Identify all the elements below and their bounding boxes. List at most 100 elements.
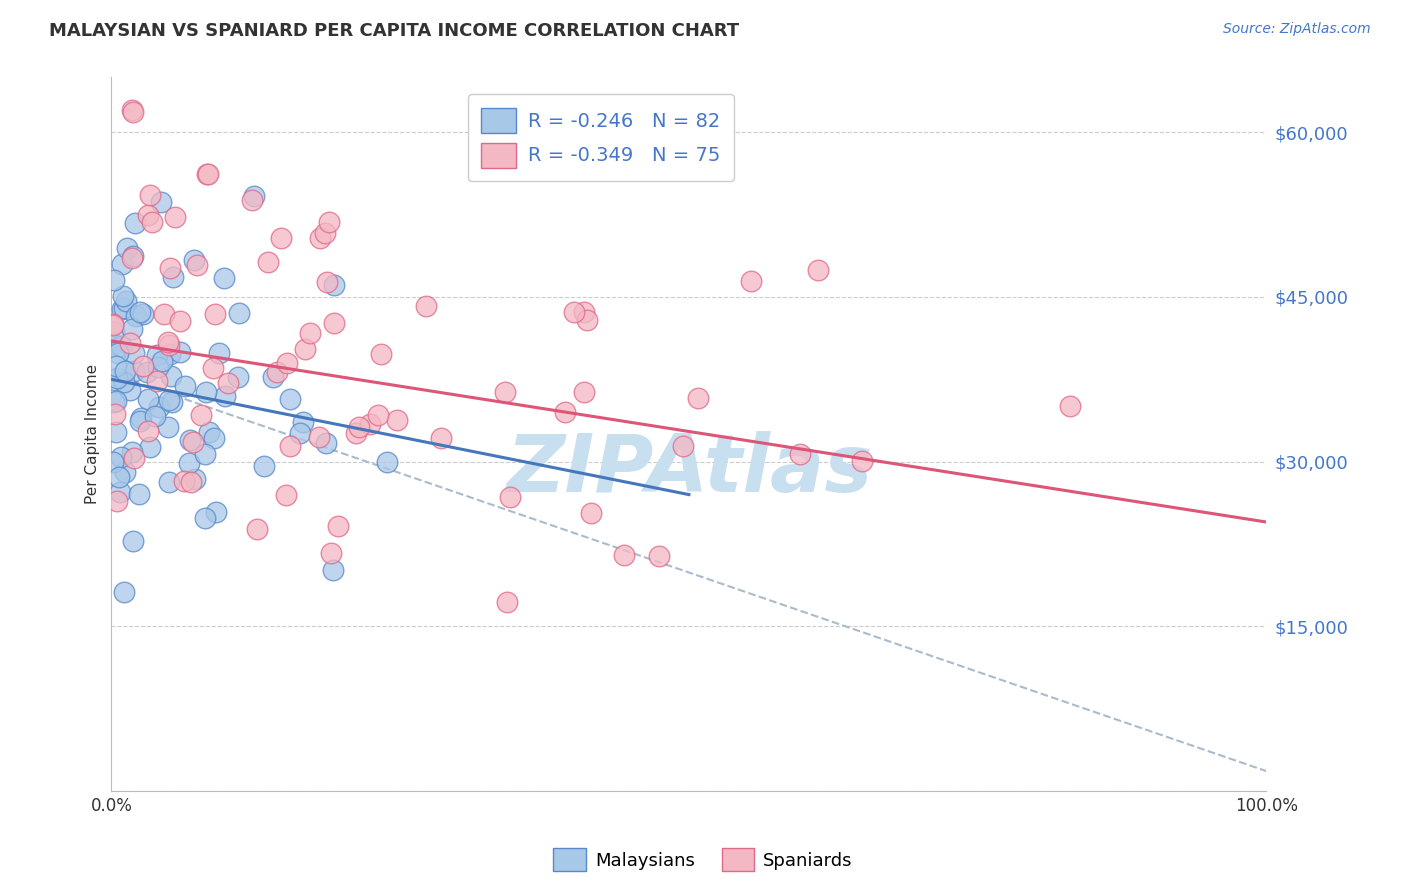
- Point: [143, 409, 166, 423]
- Point: [111, 301, 134, 316]
- Point: [246, 522, 269, 536]
- Point: [266, 365, 288, 379]
- Point: [375, 455, 398, 469]
- Point: [243, 188, 266, 202]
- Point: [150, 354, 173, 368]
- Point: [648, 549, 671, 563]
- Point: [114, 466, 136, 480]
- Point: [184, 472, 207, 486]
- Point: [253, 458, 276, 473]
- Point: [274, 488, 297, 502]
- Point: [146, 360, 169, 375]
- Point: [159, 347, 181, 361]
- Point: [494, 384, 516, 399]
- Point: [122, 249, 145, 263]
- Point: [118, 336, 141, 351]
- Point: [156, 335, 179, 350]
- Point: [124, 346, 146, 360]
- Point: [153, 307, 176, 321]
- Point: [204, 307, 226, 321]
- Point: [112, 584, 135, 599]
- Point: [228, 306, 250, 320]
- Point: [851, 454, 873, 468]
- Point: [150, 194, 173, 209]
- Point: [129, 411, 152, 425]
- Point: [108, 469, 131, 483]
- Point: [165, 210, 187, 224]
- Point: [121, 103, 143, 118]
- Point: [1059, 399, 1081, 413]
- Point: [112, 289, 135, 303]
- Point: [179, 456, 201, 470]
- Point: [347, 420, 370, 434]
- Point: [195, 167, 218, 181]
- Point: [180, 475, 202, 490]
- Point: [105, 359, 128, 374]
- Point: [125, 309, 148, 323]
- Point: [111, 257, 134, 271]
- Point: [326, 518, 349, 533]
- Point: [108, 484, 131, 499]
- Point: [105, 394, 128, 409]
- Point: [359, 417, 381, 431]
- Point: [186, 259, 208, 273]
- Point: [157, 475, 180, 490]
- Point: [105, 494, 128, 508]
- Point: [574, 384, 596, 399]
- Point: [415, 299, 437, 313]
- Point: [385, 413, 408, 427]
- Point: [197, 167, 219, 181]
- Point: [141, 215, 163, 229]
- Point: [136, 425, 159, 439]
- Point: [136, 208, 159, 222]
- Point: [217, 376, 239, 391]
- Point: [308, 429, 330, 443]
- Point: [195, 385, 218, 400]
- Point: [139, 187, 162, 202]
- Point: [278, 392, 301, 407]
- Point: [139, 440, 162, 454]
- Point: [202, 431, 225, 445]
- Point: [183, 253, 205, 268]
- Point: [181, 435, 204, 450]
- Point: [318, 215, 340, 229]
- Point: [576, 313, 599, 327]
- Point: [124, 363, 146, 377]
- Point: [290, 426, 312, 441]
- Point: [173, 474, 195, 488]
- Point: [323, 316, 346, 330]
- Point: [579, 506, 602, 520]
- Point: [294, 343, 316, 357]
- Point: [169, 313, 191, 327]
- Point: [686, 392, 709, 406]
- Point: [148, 400, 170, 414]
- Point: [198, 425, 221, 439]
- Point: [344, 426, 367, 441]
- Point: [114, 293, 136, 308]
- Point: [136, 366, 159, 380]
- Legend: Malaysians, Spaniards: Malaysians, Spaniards: [546, 841, 860, 879]
- Point: [319, 546, 342, 560]
- Point: [173, 379, 195, 393]
- Point: [205, 505, 228, 519]
- Point: [107, 346, 129, 360]
- Point: [101, 337, 124, 351]
- Point: [315, 435, 337, 450]
- Point: [128, 304, 150, 318]
- Point: [103, 395, 125, 409]
- Point: [322, 563, 344, 577]
- Point: [499, 491, 522, 505]
- Point: [157, 338, 180, 352]
- Point: [212, 270, 235, 285]
- Text: MALAYSIAN VS SPANIARD PER CAPITA INCOME CORRELATION CHART: MALAYSIAN VS SPANIARD PER CAPITA INCOME …: [49, 22, 740, 40]
- Point: [129, 415, 152, 429]
- Point: [278, 439, 301, 453]
- Text: Source: ZipAtlas.com: Source: ZipAtlas.com: [1223, 22, 1371, 37]
- Point: [214, 389, 236, 403]
- Point: [257, 254, 280, 268]
- Point: [562, 305, 585, 319]
- Y-axis label: Per Capita Income: Per Capita Income: [86, 364, 100, 504]
- Point: [112, 301, 135, 316]
- Point: [103, 317, 125, 331]
- Point: [122, 451, 145, 466]
